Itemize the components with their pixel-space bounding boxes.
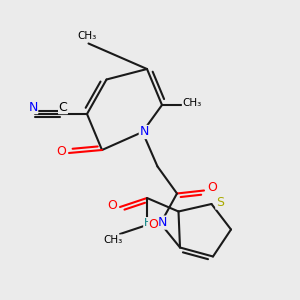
Text: O: O [108, 199, 117, 212]
Text: CH₃: CH₃ [77, 31, 97, 41]
Text: CH₃: CH₃ [182, 98, 202, 109]
Text: O: O [208, 181, 217, 194]
Text: N: N [139, 125, 149, 139]
Text: O: O [149, 218, 158, 231]
Text: H: H [144, 218, 152, 228]
Text: N: N [28, 100, 38, 114]
Text: CH₃: CH₃ [103, 235, 122, 245]
Text: N: N [157, 216, 167, 229]
Text: O: O [57, 145, 66, 158]
Text: S: S [216, 196, 224, 209]
Text: C: C [58, 100, 68, 114]
